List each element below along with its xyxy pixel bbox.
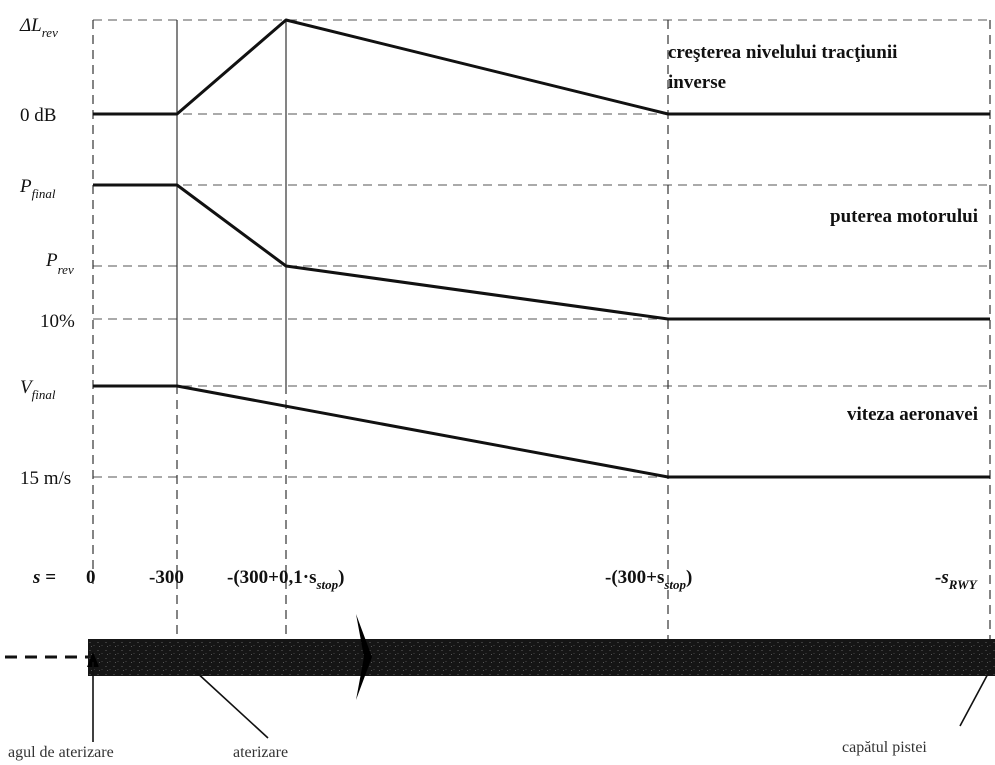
- panel-title-speed: viteza aeronavei: [847, 404, 978, 425]
- caption-middle: aterizare: [233, 744, 288, 761]
- touchdown-marker-icon: [87, 652, 99, 667]
- ylabel-zero-db: 0 dB: [20, 105, 56, 126]
- engine-power-curve: [93, 183, 990, 321]
- panel-title-power: puterea motorului: [830, 206, 978, 227]
- panel-title-thrust-line2: inverse: [668, 72, 726, 93]
- s-tick-minus300: -300: [149, 567, 184, 588]
- ylabel-v-final: Vfinal: [20, 377, 56, 402]
- direction-arrow-icon: [356, 614, 372, 700]
- vertical-gridlines: [92, 20, 991, 655]
- s-tick-mid: -(300+0,1·sstop): [227, 567, 344, 592]
- panel-title-thrust-line1: creşterea nivelului tracţiunii: [668, 42, 897, 63]
- s-tick-stop: -(300+sstop): [605, 567, 692, 592]
- s-tick-zero: 0: [86, 567, 96, 588]
- ylabel-p-rev: Prev: [45, 250, 74, 277]
- ylabel-delta-l: ΔLrev: [19, 15, 58, 40]
- caption-runway-end: capătul pistei: [842, 739, 927, 756]
- ylabel-ten-percent: 10%: [40, 311, 75, 332]
- aircraft-speed-curve: [93, 384, 990, 479]
- s-tick-rwy: -sRWY: [935, 567, 978, 592]
- ylabel-fifteen-ms: 15 m/s: [20, 468, 71, 489]
- pointer-runway-end: [959, 669, 991, 727]
- profile-curves: [93, 18, 990, 479]
- runway-strip: [88, 639, 995, 676]
- ylabel-p-final: Pfinal: [19, 176, 56, 201]
- s-axis-label: s =: [32, 567, 56, 588]
- reverse-thrust-curve: [93, 18, 990, 116]
- caption-touchdown: agul de aterizare: [8, 744, 114, 761]
- pointer-lines: [92, 662, 991, 742]
- pointer-middle: [193, 669, 269, 739]
